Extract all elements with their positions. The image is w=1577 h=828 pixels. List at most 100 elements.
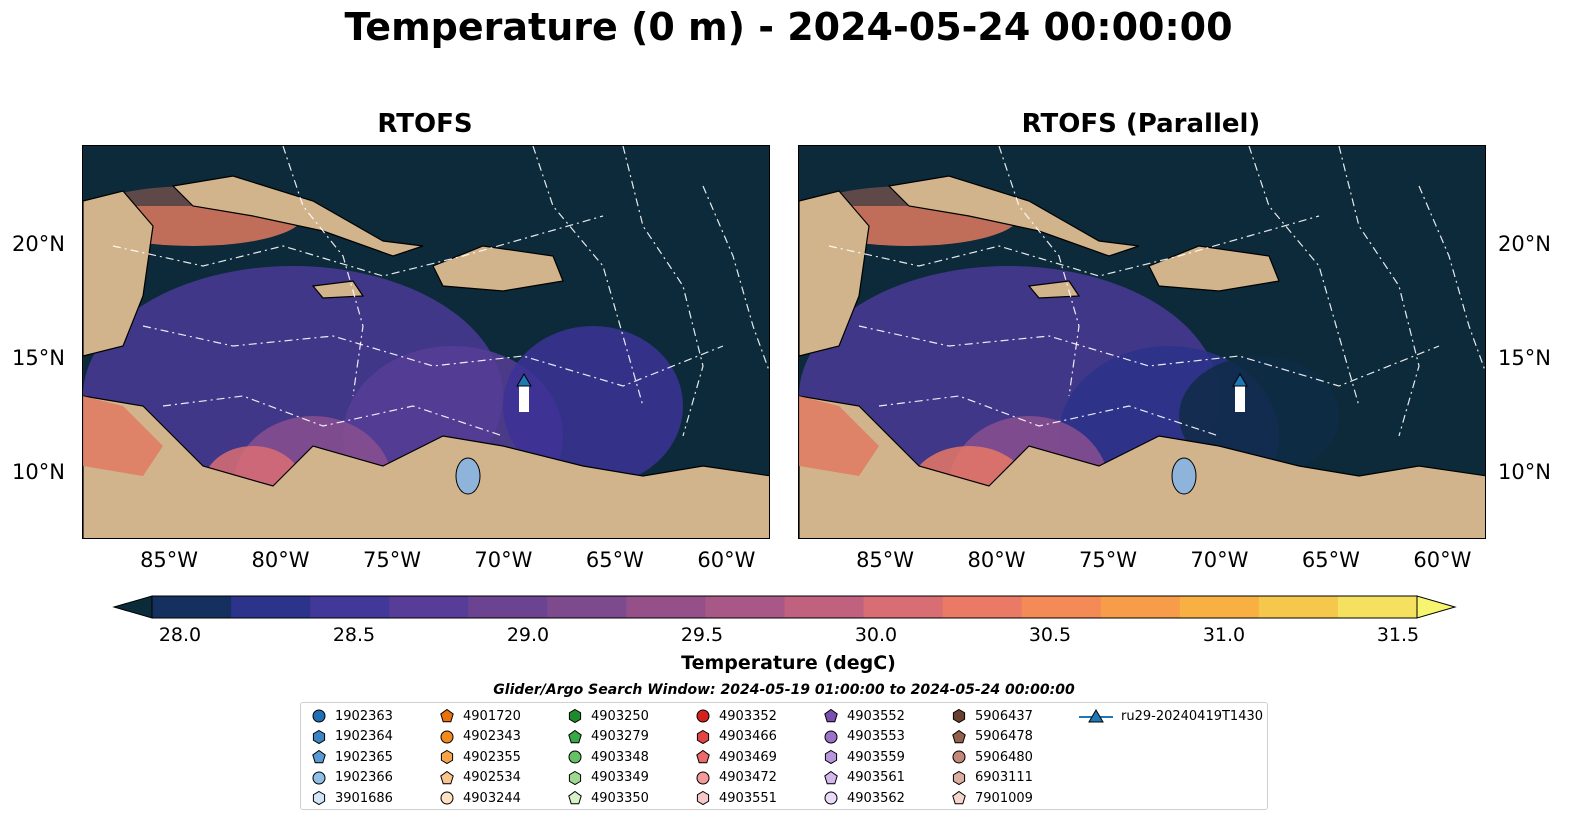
- legend-item-label: 4903350: [591, 790, 649, 806]
- hexagon-marker-icon: [312, 791, 326, 806]
- hexagon-marker-icon: [952, 770, 966, 785]
- x-tick-label: 75°W: [1078, 548, 1137, 572]
- legend-item-label: 5906478: [975, 729, 1033, 745]
- legend-item-label: 1902366: [335, 770, 393, 786]
- legend-item: 4903561: [823, 768, 905, 788]
- circle-marker-icon: [312, 771, 326, 785]
- colorbar-segment: [152, 596, 232, 618]
- legend-item: 1902363: [311, 706, 393, 726]
- pentagon-marker-icon: [952, 791, 966, 805]
- legend-item: 4903552: [823, 706, 905, 726]
- hexagon-marker-icon: [568, 708, 582, 724]
- pentagon-marker-icon: [696, 750, 710, 764]
- legend-item: 4903352: [695, 706, 777, 726]
- search-window-text: Glider/Argo Search Window: 2024-05-19 01…: [493, 682, 1075, 698]
- hexagon-marker-icon: [440, 750, 454, 765]
- colorbar: [112, 595, 1457, 619]
- colorbar-segment: [1179, 596, 1260, 618]
- colorbar-tick-label: 30.0: [854, 624, 898, 646]
- legend-item: 4903244: [439, 788, 521, 808]
- circle-marker-icon: [568, 750, 582, 764]
- x-tick-label: 85°W: [856, 548, 915, 572]
- map-panel-rtofs-parallel[interactable]: [798, 145, 1486, 539]
- colorbar-segment: [1021, 596, 1102, 618]
- colorbar-tick-label: 29.5: [680, 624, 724, 646]
- x-tick-label: 80°W: [251, 548, 310, 572]
- legend-item-label: 4903279: [591, 729, 649, 745]
- map-panel-rtofs[interactable]: [82, 145, 770, 539]
- y-tick-label: 10°N: [12, 460, 65, 484]
- hexagon-marker-icon: [696, 729, 710, 744]
- legend-item: 4903562: [823, 788, 905, 808]
- legend-item: 4903350: [567, 788, 649, 808]
- legend-item-label: 4903561: [847, 770, 905, 786]
- legend-item: 3901686: [311, 788, 393, 808]
- pentagon-marker-icon: [952, 729, 966, 743]
- legend-item-label: 4903469: [719, 749, 777, 765]
- legend-item-label: 1902364: [335, 729, 393, 745]
- legend-item: 7901009: [951, 788, 1033, 808]
- legend-item-label: 4903466: [719, 729, 777, 745]
- legend-item: 4903279: [567, 727, 649, 747]
- y-tick-label: 15°N: [12, 346, 65, 370]
- panel-title-rtofs-parallel: RTOFS (Parallel): [1021, 109, 1261, 139]
- x-tick-label: 85°W: [140, 548, 199, 572]
- legend-item: 4903348: [567, 747, 649, 767]
- pentagon-marker-icon: [824, 770, 838, 785]
- x-tick-label: 60°W: [697, 548, 756, 572]
- legend-item: 4903559: [823, 747, 905, 767]
- legend-item: 4901720: [439, 706, 521, 726]
- colorbar-label: Temperature (degC): [681, 652, 896, 674]
- circle-marker-icon: [312, 709, 326, 723]
- legend-item-label: 4903349: [591, 770, 649, 786]
- colorbar-extend-high: [1416, 595, 1457, 619]
- colorbar-tick-label: 31.5: [1376, 624, 1420, 646]
- colorbar-segment: [310, 596, 390, 618]
- legend-item-label: 4903348: [591, 749, 649, 765]
- hexagon-marker-icon: [952, 708, 966, 724]
- legend-item: ru29-20240419T1430: [1079, 706, 1263, 726]
- legend-item-label: 1902365: [335, 749, 393, 765]
- legend-item-label: 5906480: [975, 749, 1033, 765]
- colorbar-segment: [942, 596, 1023, 618]
- colorbar-extend-low: [112, 595, 153, 619]
- legend: 1902363 1902364 1902365 1902366 3901686 49017…: [300, 702, 1268, 810]
- legend-item: 4903553: [823, 727, 905, 747]
- colorbar-tick-label: 30.5: [1028, 624, 1072, 646]
- colorbar-segment: [468, 596, 548, 618]
- legend-item-label: 3901686: [335, 790, 393, 806]
- circle-marker-icon: [824, 791, 838, 805]
- legend-item-label: ru29-20240419T1430: [1121, 708, 1264, 724]
- map-canvas: [83, 146, 769, 538]
- legend-item-label: 4903562: [847, 790, 905, 806]
- legend-item-label: 4903250: [591, 708, 649, 724]
- pentagon-marker-icon: [440, 708, 454, 723]
- legend-item-label: 1902363: [335, 708, 393, 724]
- hexagon-marker-icon: [696, 791, 710, 806]
- legend-item: 1902364: [311, 727, 393, 747]
- map-canvas: [799, 146, 1485, 538]
- legend-item: 4902355: [439, 747, 521, 767]
- circle-marker-icon: [696, 771, 710, 785]
- x-tick-label: 70°W: [1190, 548, 1249, 572]
- legend-item: 5906480: [951, 747, 1033, 767]
- y-tick-label: 10°N: [1498, 460, 1551, 484]
- legend-item-label: 4903551: [719, 790, 777, 806]
- circle-marker-icon: [952, 750, 966, 764]
- circle-marker-icon: [440, 791, 454, 805]
- legend-item: 4903250: [567, 706, 649, 726]
- colorbar-segment: [389, 596, 469, 618]
- legend-item: 4903469: [695, 747, 777, 767]
- circle-marker-icon: [696, 709, 710, 723]
- figure-title: Temperature (0 m) - 2024-05-24 00:00:00: [344, 5, 1233, 49]
- legend-item: 4902534: [439, 768, 521, 788]
- x-tick-label: 70°W: [474, 548, 533, 572]
- x-tick-label: 65°W: [1301, 548, 1360, 572]
- legend-item: 6903111: [951, 768, 1033, 788]
- colorbar-tick-label: 28.5: [332, 624, 376, 646]
- legend-item-label: 4903559: [847, 749, 905, 765]
- colorbar-segment: [547, 596, 627, 618]
- legend-item: 4903466: [695, 727, 777, 747]
- colorbar-tick-label: 29.0: [506, 624, 550, 646]
- colorbar-segment: [705, 596, 785, 618]
